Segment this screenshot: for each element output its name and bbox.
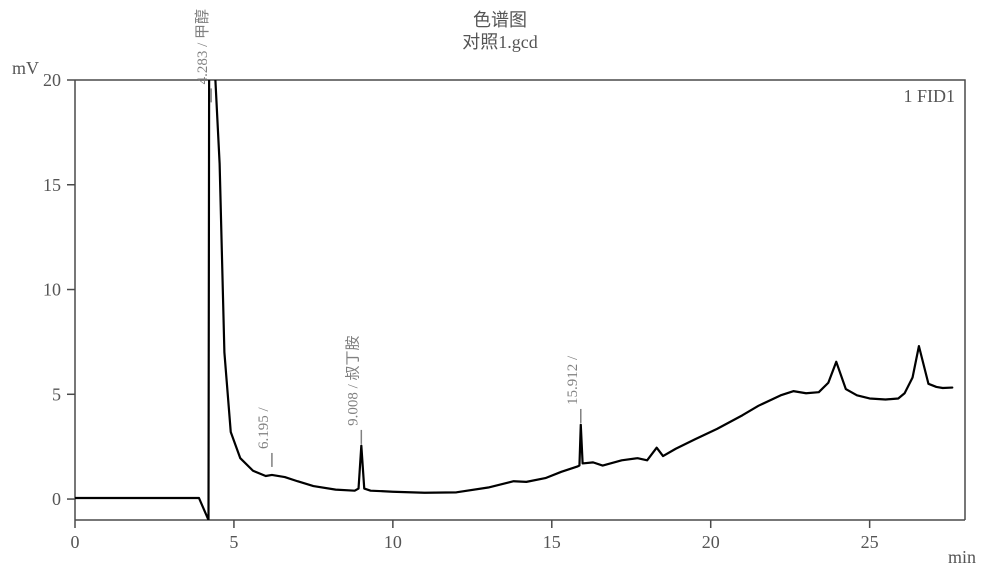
x-tick-label: 10 — [384, 532, 402, 552]
detector-label: 1 FID1 — [903, 86, 955, 106]
x-tick-label: 25 — [861, 532, 879, 552]
chromatogram-figure: 色谱图 对照1.gcd mV min 0510152025051015204.2… — [0, 0, 1000, 578]
plot-svg: 0 5 10 15 20 25 0 5 10 15 20 4.283 / 甲醇 6.195 / 9.008… — [0, 0, 1000, 578]
y-tick-label: 15 — [43, 175, 61, 195]
peak-label: 6.195 / — [256, 406, 272, 449]
y-tick-label: 0 — [52, 489, 61, 509]
x-tick-label: 0 — [71, 532, 80, 552]
peak-label: 4.283 / 甲醇 — [194, 9, 211, 84]
y-tick-label: 20 — [43, 70, 61, 90]
x-tick-label: 20 — [702, 532, 720, 552]
x-tick-label: 15 — [543, 532, 561, 552]
chromatogram-trace — [75, 70, 952, 520]
y-tick-label: 10 — [43, 280, 61, 300]
peak-label: 9.008 / 叔丁胺 — [344, 335, 361, 425]
x-tick-label: 5 — [229, 532, 238, 552]
y-tick-label: 5 — [52, 384, 61, 404]
peak-label: 15.912 / — [565, 355, 581, 405]
